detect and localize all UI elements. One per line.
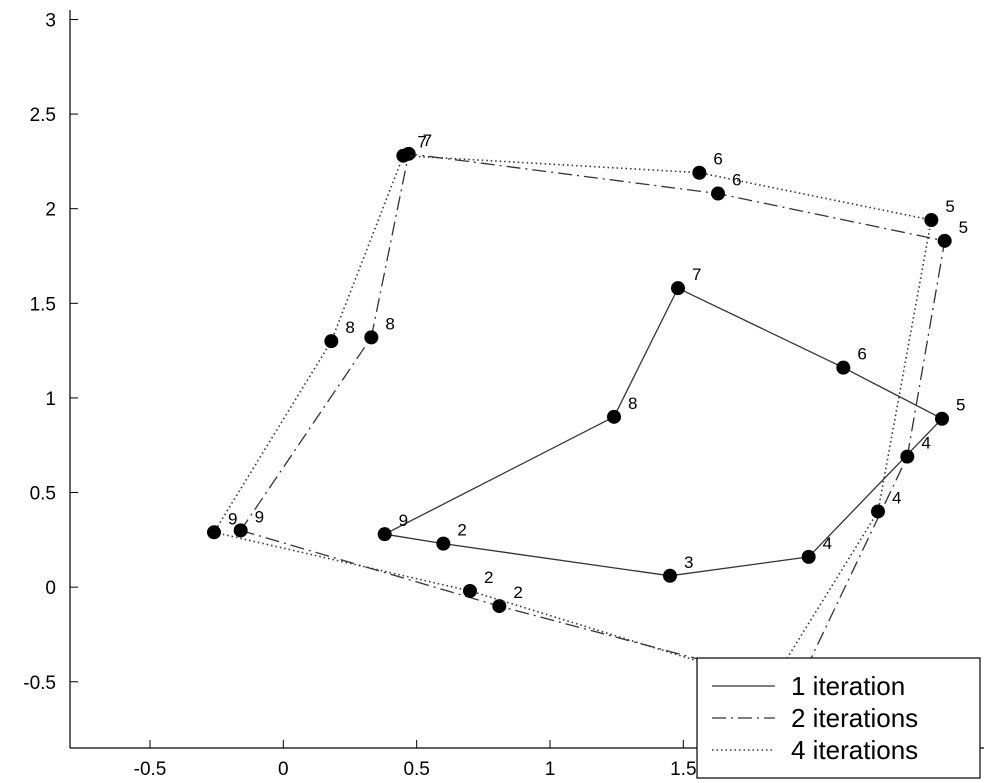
- x-tick-label: 0.5: [403, 759, 429, 780]
- data-point: [492, 599, 507, 614]
- series-group: 923456789234567892345678: [207, 131, 968, 693]
- point-label: 4: [921, 434, 930, 453]
- data-point: [207, 525, 221, 540]
- series-3: 9 2 3 4 5 6 7 8: [207, 133, 955, 691]
- legend-label: 4 iterations: [791, 735, 918, 765]
- point-label: 6: [857, 345, 866, 364]
- y-tick-label: 2.5: [30, 105, 56, 126]
- point-label: 6: [732, 171, 741, 190]
- point-label: 7: [692, 265, 701, 284]
- point-label: 8: [628, 394, 637, 413]
- y-tick-label: 2: [45, 200, 56, 221]
- point-label: 4: [823, 534, 832, 553]
- point-label: 9: [228, 509, 237, 528]
- data-point: [663, 568, 677, 583]
- data-point: [711, 186, 725, 201]
- data-point: [607, 409, 621, 424]
- data-point: [324, 334, 339, 349]
- point-label: 8: [345, 318, 354, 337]
- data-point: [924, 213, 939, 228]
- data-point: [377, 527, 392, 542]
- data-point: [801, 549, 816, 564]
- series-line: [213, 154, 933, 685]
- x-tick-label: -0.5: [134, 759, 167, 780]
- data-point: [836, 360, 851, 375]
- data-point: [692, 165, 707, 180]
- y-tick-label: -0.5: [23, 673, 56, 694]
- x-tick-label: 1.5: [670, 759, 696, 780]
- y-tick-label: 3: [45, 10, 56, 31]
- data-point: [463, 583, 477, 598]
- data-point: [937, 233, 952, 248]
- data-point: [364, 330, 379, 345]
- series-line: [240, 153, 946, 687]
- data-point: [935, 411, 949, 426]
- point-label: 4: [892, 488, 901, 507]
- point-label: 3: [684, 553, 693, 572]
- point-label: 9: [255, 507, 264, 526]
- series-2: 9 2 3 4 5 6 7 8: [233, 131, 968, 693]
- x-tick-label: 1: [545, 759, 556, 780]
- point-label: 9: [399, 511, 408, 530]
- point-label: 7: [423, 131, 432, 150]
- point-label: 5: [956, 396, 965, 415]
- y-tick-label: 0: [45, 578, 56, 599]
- point-label: 2: [484, 568, 493, 587]
- point-label: 7: [417, 133, 426, 152]
- y-tick-label: 1.5: [30, 294, 56, 315]
- x-tick-label: 0: [278, 759, 289, 780]
- point-label: 2: [513, 583, 522, 602]
- series-line: [384, 287, 944, 577]
- point-label: 5: [945, 197, 954, 216]
- data-point: [671, 281, 685, 296]
- legend-label: 2 iterations: [791, 703, 918, 733]
- legend-label: 1 iteration: [791, 671, 905, 701]
- y-tick-label: 1: [45, 389, 56, 410]
- data-point: [436, 536, 451, 551]
- series-1: 9 2 3 4 5 6 7 8: [377, 265, 965, 583]
- data-point: [871, 504, 885, 519]
- y-tick-label: 0.5: [30, 484, 56, 505]
- data-point: [233, 523, 248, 538]
- point-label: 8: [385, 314, 394, 333]
- data-point: [900, 449, 915, 464]
- point-label: 2: [457, 521, 466, 540]
- data-point: [396, 148, 411, 163]
- point-label: 5: [959, 218, 968, 237]
- point-label: 6: [713, 150, 722, 169]
